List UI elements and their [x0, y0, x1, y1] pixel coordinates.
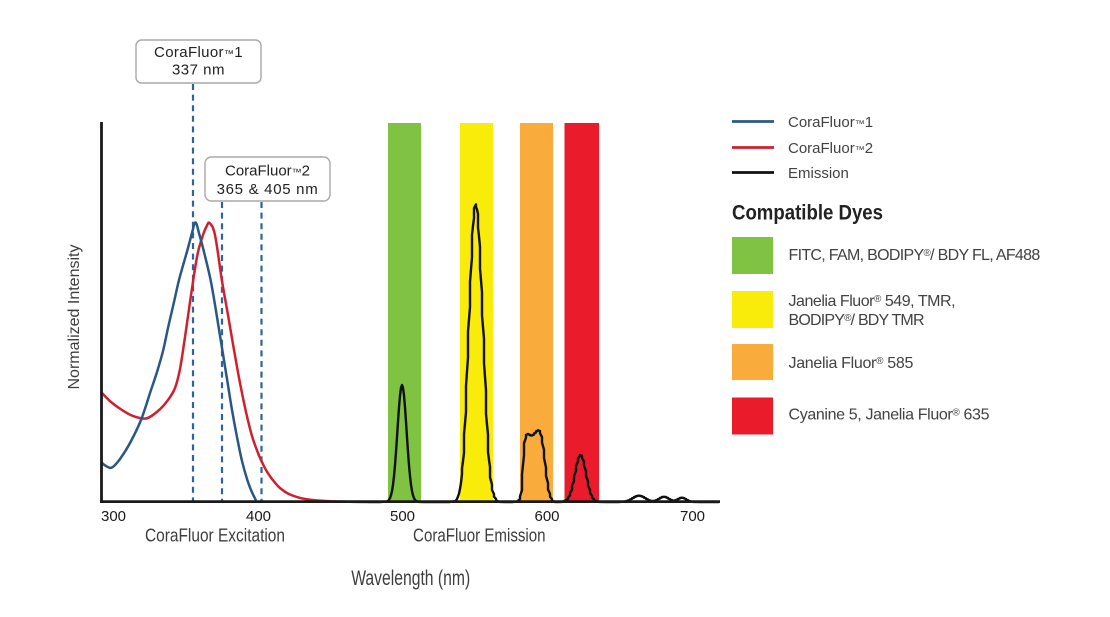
svg-text:CoraFluor™1: CoraFluor™1 [788, 114, 873, 131]
svg-text:600: 600 [534, 508, 559, 525]
svg-text:Compatible Dyes: Compatible Dyes [732, 201, 883, 225]
svg-text:Janelia Fluor® 549, TMR,: Janelia Fluor® 549, TMR, [789, 293, 956, 310]
svg-text:CoraFluor™2: CoraFluor™2 [788, 140, 873, 157]
svg-text:500: 500 [390, 508, 415, 525]
svg-text:300: 300 [101, 508, 126, 525]
svg-text:700: 700 [680, 508, 705, 525]
svg-text:Janelia Fluor® 585: Janelia Fluor® 585 [789, 355, 914, 372]
svg-text:CoraFluor Emission: CoraFluor Emission [413, 525, 546, 546]
svg-text:Emission: Emission [788, 165, 849, 182]
svg-text:FITC, FAM, BODIPY®/ BDY FL, AF: FITC, FAM, BODIPY®/ BDY FL, AF488 [789, 247, 1041, 264]
svg-text:337 nm: 337 nm [172, 62, 225, 79]
svg-text:Wavelength (nm): Wavelength (nm) [351, 566, 470, 590]
svg-text:CoraFluor™1: CoraFluor™1 [154, 44, 243, 61]
svg-text:400: 400 [246, 508, 271, 525]
svg-text:Normalized Intensity: Normalized Intensity [66, 244, 83, 389]
svg-text:365 & 405 nm: 365 & 405 nm [217, 181, 319, 198]
svg-text:Cyanine 5, Janelia Fluor® 635: Cyanine 5, Janelia Fluor® 635 [789, 407, 990, 424]
svg-text:CoraFluor™2: CoraFluor™2 [225, 163, 310, 180]
svg-text:BODIPY®/ BDY TMR: BODIPY®/ BDY TMR [789, 312, 924, 329]
svg-text:CoraFluor Excitation: CoraFluor Excitation [145, 525, 285, 546]
